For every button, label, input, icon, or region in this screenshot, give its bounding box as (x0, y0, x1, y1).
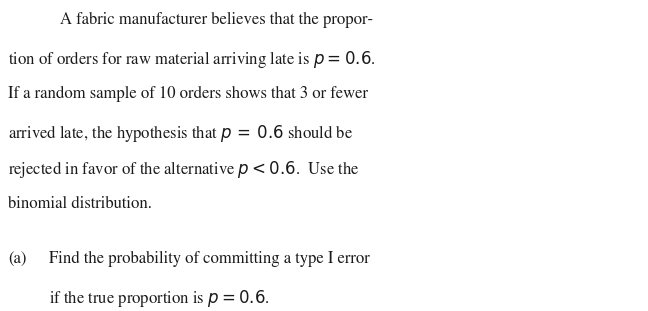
Text: (a): (a) (8, 251, 26, 267)
Text: if the true proportion is $p = 0.6$.: if the true proportion is $p = 0.6$. (49, 288, 270, 309)
Text: Find the probability of committing a type I error: Find the probability of committing a typ… (49, 251, 369, 267)
Text: rejected in favor of the alternative $p < 0.6$.  Use the: rejected in favor of the alternative $p … (8, 159, 360, 180)
Text: binomial distribution.: binomial distribution. (8, 196, 152, 212)
Text: tion of orders for raw material arriving late is $p = 0.6$.: tion of orders for raw material arriving… (8, 49, 375, 70)
Text: A fabric manufacturer believes that the propor-: A fabric manufacturer believes that the … (60, 12, 373, 29)
Text: arrived late, the hypothesis that $p\,=\,0.6$ should be: arrived late, the hypothesis that $p\,=\… (8, 123, 353, 144)
Text: If a random sample of 10 orders shows that 3 or fewer: If a random sample of 10 orders shows th… (8, 86, 368, 102)
